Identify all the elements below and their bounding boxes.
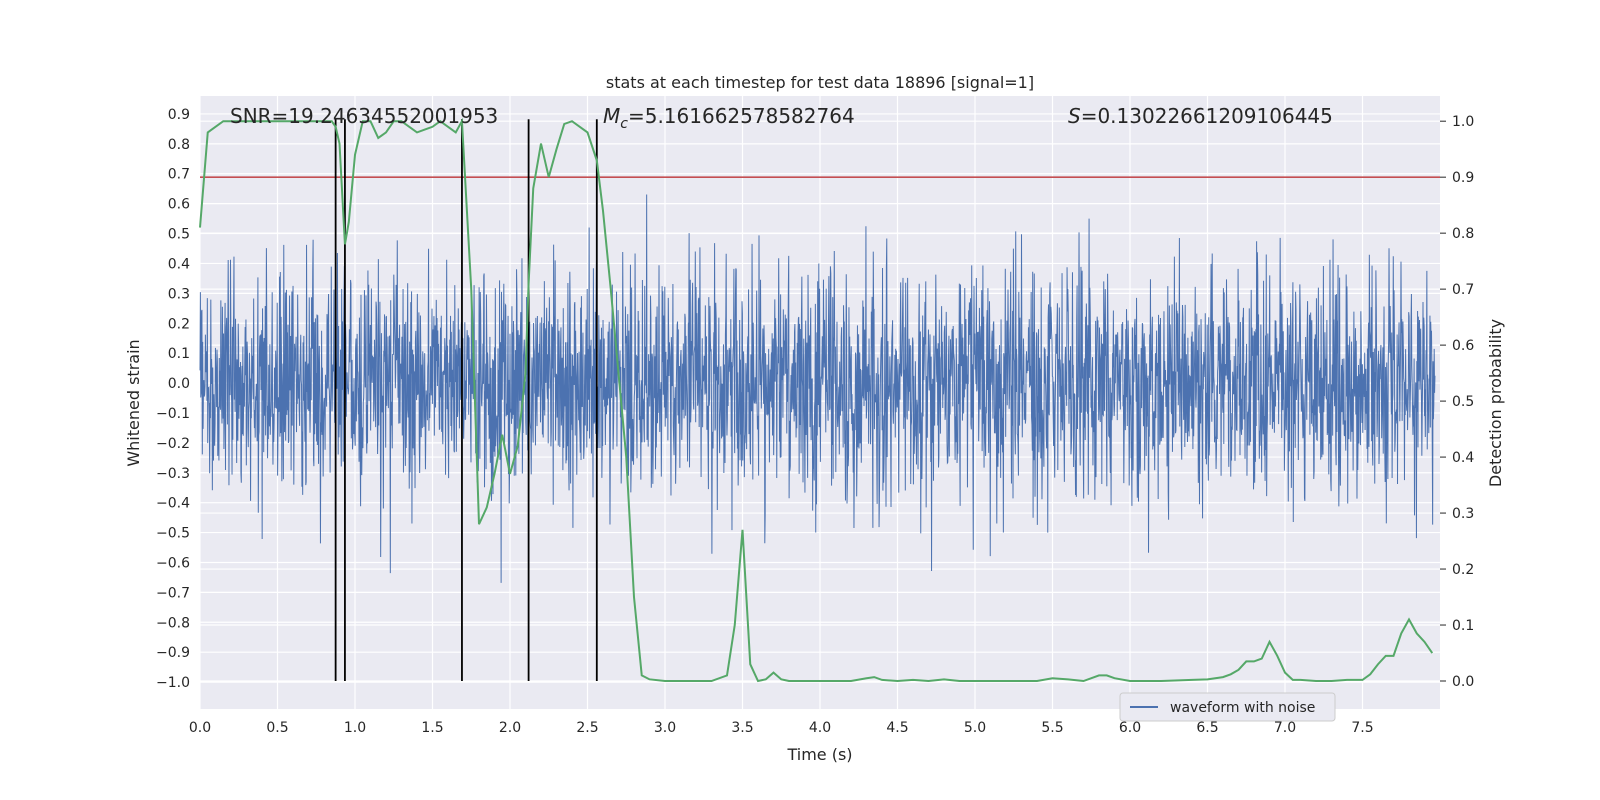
- event-markers: [334, 119, 598, 682]
- y-tick-label: −0.5: [156, 526, 190, 542]
- x-tick-label: 2.5: [576, 720, 598, 736]
- y-tick-label: 0.4: [168, 256, 190, 272]
- x-tick-label: 7.0: [1274, 720, 1296, 736]
- x-tick-label: 5.0: [964, 720, 986, 736]
- y2-tick-label: 0.9: [1452, 170, 1474, 186]
- y-tick-label: 0.6: [168, 197, 190, 213]
- x-tick-label: 7.5: [1351, 720, 1373, 736]
- x-tick-label: 6.0: [1119, 720, 1141, 736]
- y-tick-label: −0.7: [156, 585, 190, 601]
- y-axis-right: 1.0 0.9 0.8 0.7 0.6 0.5 0.4 0.3 0.2 0.1 0.0: [1440, 114, 1474, 690]
- x-tick-label: 2.0: [499, 720, 521, 736]
- y-tick-label: 0.5: [168, 227, 190, 243]
- x-tick-label: 1.5: [421, 720, 443, 736]
- legend-box: [1119, 692, 1336, 722]
- legend: waveform with noise: [1119, 692, 1336, 722]
- x-tick-label: 6.5: [1196, 720, 1218, 736]
- y-axis-label: Whitened strain: [124, 339, 143, 466]
- y2-tick-label: 1.0: [1452, 114, 1474, 130]
- x-axis-label: Time (s): [786, 745, 852, 764]
- chirp-mass-value: =5.161662578582764: [628, 104, 855, 128]
- y-tick-label: 0.1: [168, 346, 190, 362]
- y2-tick-label: 0.8: [1452, 226, 1474, 242]
- x-tick-label: 0.5: [266, 720, 288, 736]
- y-tick-label: 0.8: [168, 137, 190, 153]
- y-tick-label: 0.9: [168, 107, 190, 123]
- y-axis-left: 0.9 0.8 0.7 0.6 0.5 0.4 0.3 0.2 0.1 0.0 −0.1 −0.2 −0…: [156, 107, 190, 691]
- y-tick-label: 0.3: [168, 286, 190, 302]
- chirp-mass-subscript: c: [620, 116, 628, 132]
- x-tick-label: 3.5: [731, 720, 753, 736]
- x-tick-label: 0.0: [189, 720, 211, 736]
- y2-tick-label: 0.4: [1452, 450, 1474, 466]
- y-tick-label: 0.0: [168, 376, 190, 392]
- chart-title: stats at each timestep for test data 188…: [606, 73, 1034, 92]
- y2-tick-label: 0.6: [1452, 338, 1474, 354]
- chirp-mass-annotation: Mc=5.161662578582764: [603, 104, 855, 132]
- y-tick-label: −0.9: [156, 645, 190, 661]
- y-tick-label: −0.2: [156, 436, 190, 452]
- y-tick-label: −0.4: [156, 496, 190, 512]
- y2-axis-label: Detection probability: [1486, 319, 1505, 487]
- x-axis: 0.0 0.5 1.0 1.5 2.0 2.5 3.0 3.5 4.0 4.5 5.0 5.5 6.0 6…: [189, 720, 1374, 736]
- spin-symbol: S: [1068, 104, 1081, 128]
- y-tick-label: 0.2: [168, 316, 190, 332]
- y2-tick-label: 0.5: [1452, 394, 1474, 410]
- y2-tick-label: 0.3: [1452, 506, 1474, 522]
- x-tick-label: 5.5: [1041, 720, 1063, 736]
- spin-value: =0.13022661209106445: [1081, 104, 1333, 128]
- legend-entry: waveform with noise: [1170, 700, 1315, 716]
- y-tick-label: −0.8: [156, 615, 190, 631]
- x-tick-label: 4.0: [809, 720, 831, 736]
- probability-line: [199, 117, 1434, 683]
- chirp-mass-symbol: M: [603, 104, 620, 128]
- waveform-series: [199, 194, 1436, 583]
- y-tick-label: 0.7: [168, 167, 190, 183]
- x-tick-label: 4.5: [886, 720, 908, 736]
- y-tick-label: −0.6: [156, 555, 190, 571]
- spin-annotation: S=0.13022661209106445: [1068, 104, 1333, 128]
- probability-series: [199, 117, 1434, 683]
- x-tick-label: 1.0: [344, 720, 366, 736]
- y2-tick-label: 0.7: [1452, 282, 1474, 298]
- x-tick-label: 3.0: [654, 720, 676, 736]
- snr-annotation: SNR=19.24634552001953: [230, 104, 498, 128]
- y2-tick-label: 0.2: [1452, 562, 1474, 578]
- y2-tick-label: 0.0: [1452, 674, 1474, 690]
- y-tick-label: −0.1: [156, 406, 190, 422]
- y-tick-label: −0.3: [156, 466, 190, 482]
- y-tick-label: −1.0: [156, 675, 190, 691]
- waveform-line: [199, 194, 1436, 583]
- y2-tick-label: 0.1: [1452, 618, 1474, 634]
